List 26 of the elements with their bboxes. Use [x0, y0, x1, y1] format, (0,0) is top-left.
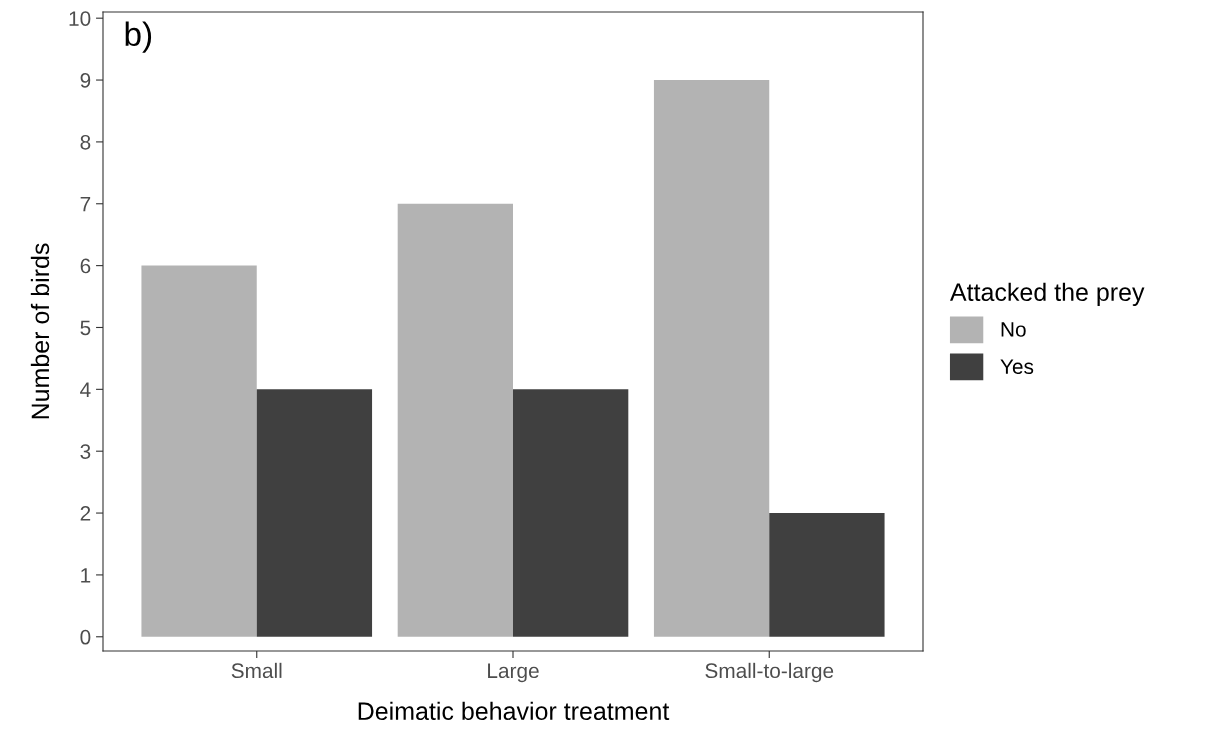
- y-tick-label: 4: [80, 382, 91, 397]
- bar: [397, 203, 513, 637]
- y-tick-label: 1: [81, 568, 91, 583]
- x-tick-label: Small-to-large: [705, 662, 834, 683]
- bar: [141, 265, 257, 637]
- y-tick-label: 2: [80, 506, 91, 521]
- y-tick-label: 7: [80, 196, 91, 212]
- y-tick-label: 9: [80, 73, 91, 88]
- x-tick-label: Large: [488, 663, 539, 683]
- legend-title: Attacked the prey: [950, 282, 1145, 306]
- y-tick-label: 8: [80, 134, 91, 150]
- legend-label: Yes: [1000, 359, 1034, 374]
- y-tick-label: 10: [69, 11, 91, 26]
- annotation: b): [125, 21, 152, 53]
- x-axis-title: Deimatic behavior treatment: [358, 701, 670, 721]
- y-tick-label: 3: [80, 444, 91, 459]
- y-tick-label: 6: [80, 258, 91, 274]
- legend-label: No: [1001, 322, 1026, 337]
- y-tick-label: 5: [80, 320, 91, 336]
- bar: [653, 80, 770, 637]
- bar: [256, 389, 373, 637]
- y-axis-title: Number of birds: [30, 243, 50, 419]
- y-tick-label: 0: [80, 629, 91, 645]
- bar: [513, 389, 629, 637]
- bar: [769, 513, 885, 637]
- x-tick-label: Small: [231, 662, 282, 679]
